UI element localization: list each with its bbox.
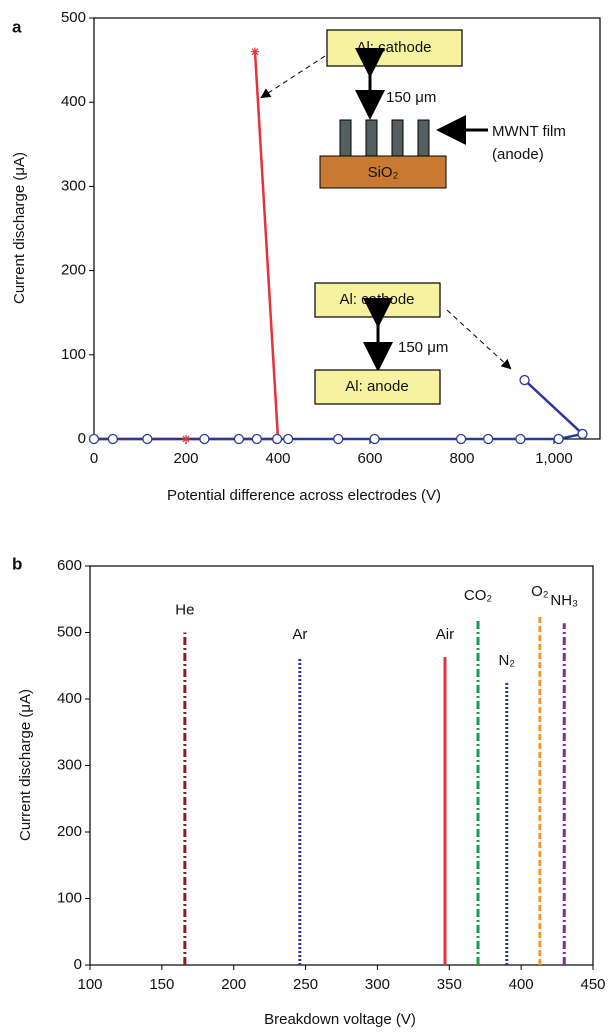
x-tick-label: 600 [357,450,382,467]
pillar [417,119,430,157]
data-point [199,433,210,445]
data-point [182,435,190,443]
spike-label: Air [436,626,454,643]
spike-label: N₂ [498,652,515,669]
data-point [251,433,262,445]
pillar [391,119,404,157]
data-point [88,433,100,445]
annotation: MWNT film [492,123,566,140]
x-tick-label: 150 [149,976,174,993]
x-tick-label: 400 [265,450,290,467]
annotation: (anode) [492,146,544,163]
annotation: 150 μm [398,339,448,356]
annotation: Al: cathode [356,39,431,56]
y-tick-label: 600 [57,557,82,574]
inset-diagram: Al: cathode 150 μm MWNT film (anode) SiO… [260,29,566,405]
data-point [519,374,530,386]
pillar [339,119,352,157]
x-tick-label: 200 [173,450,198,467]
x-tick-label: 300 [365,976,390,993]
data-point [107,433,119,445]
y-axis-label: Current discharge (μA) [17,689,34,841]
box [326,29,463,67]
spike-label: O₂ [531,583,549,600]
data-point [369,433,380,445]
y-tick-label: 200 [57,823,82,840]
data-point [251,47,259,56]
y-tick-label: 500 [61,9,86,26]
data-point [577,428,588,440]
data-point [455,433,467,445]
y-tick-label: 100 [57,889,82,906]
data-point [233,433,245,445]
data-point [333,433,344,445]
y-tick-label: 300 [57,756,82,773]
dashed-arrow [446,309,512,370]
spike-label: He [175,601,194,618]
substrate [319,155,447,189]
x-axis-label: Breakdown voltage (V) [264,1011,416,1028]
x-tick-label: 800 [449,450,474,467]
y-tick-label: 300 [61,177,86,194]
y-tick-label: 500 [57,623,82,640]
data-line [94,379,586,441]
data-point [553,433,564,445]
y-tick-label: 200 [61,262,86,279]
data-point [282,433,294,445]
annotation: SiO₂ [368,164,399,181]
x-tick-label: 100 [77,976,102,993]
y-tick-label: 0 [74,956,82,973]
annotation: Al: anode [345,378,408,395]
dashed-arrow [260,55,326,99]
y-tick-label: 100 [61,346,86,363]
x-tick-label: 1,000 [535,450,573,467]
panel-label: b [12,554,22,573]
data-point [515,433,526,445]
plot-frame [89,565,594,966]
spike-label: Ar [292,626,307,643]
data-line [94,51,280,441]
spike-label: CO₂ [464,587,493,604]
data-point [483,433,494,445]
x-tick-label: 0 [90,450,98,467]
x-tick-label: 450 [580,976,605,993]
x-tick-label: 250 [293,976,318,993]
x-tick-label: 400 [509,976,534,993]
data-point [142,433,153,445]
y-tick-label: 0 [78,430,86,447]
y-tick-label: 400 [61,93,86,110]
y-tick-label: 400 [57,690,82,707]
spike-label: NH₃ [550,592,578,609]
data-point [271,433,283,445]
x-tick-label: 350 [437,976,462,993]
annotation: Al: cathode [339,291,414,308]
pillar [365,119,378,157]
panel-label: a [12,17,22,36]
x-tick-label: 200 [221,976,246,993]
annotation: 150 μm [386,89,436,106]
x-axis-label: Potential difference across electrodes (… [167,487,441,504]
box [314,369,441,405]
y-axis-label: Current discharge (μA) [11,152,28,304]
